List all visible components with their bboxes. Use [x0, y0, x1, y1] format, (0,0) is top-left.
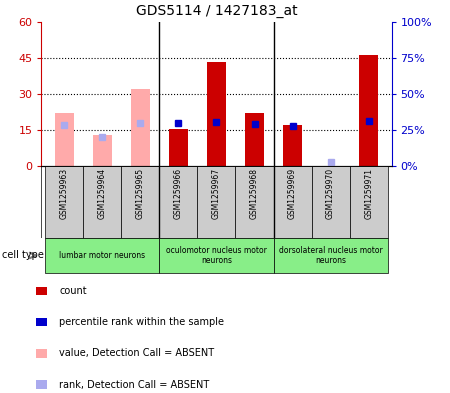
Text: percentile rank within the sample: percentile rank within the sample [59, 317, 225, 327]
Bar [169, 129, 188, 166]
Bar [359, 55, 378, 166]
Bar [198, 166, 235, 238]
Bar [83, 166, 122, 238]
Bar [45, 238, 159, 273]
Bar [274, 166, 311, 238]
Title: GDS5114 / 1427183_at: GDS5114 / 1427183_at [135, 4, 297, 18]
Bar [159, 166, 198, 238]
Text: GSM1259964: GSM1259964 [98, 168, 107, 219]
Bar [311, 166, 350, 238]
Text: lumbar motor neurons: lumbar motor neurons [59, 251, 145, 260]
Text: GSM1259971: GSM1259971 [364, 168, 373, 219]
Bar [207, 62, 226, 166]
Bar [55, 113, 74, 166]
Text: cell type: cell type [2, 250, 44, 261]
Text: GSM1259969: GSM1259969 [288, 168, 297, 219]
Text: count: count [59, 286, 87, 296]
Bar [350, 166, 388, 238]
Text: GSM1259968: GSM1259968 [250, 168, 259, 219]
Bar [159, 238, 274, 273]
Bar [36, 380, 47, 389]
Text: GSM1259963: GSM1259963 [60, 168, 69, 219]
Bar [131, 89, 150, 166]
Bar [274, 238, 388, 273]
Bar [93, 134, 112, 166]
Bar [283, 125, 302, 166]
Bar [36, 318, 47, 327]
Text: GSM1259966: GSM1259966 [174, 168, 183, 219]
Text: rank, Detection Call = ABSENT: rank, Detection Call = ABSENT [59, 380, 210, 389]
Text: GSM1259970: GSM1259970 [326, 168, 335, 219]
Bar [122, 166, 159, 238]
Bar [245, 113, 264, 166]
Bar [36, 349, 47, 358]
Bar [235, 166, 274, 238]
Text: GSM1259965: GSM1259965 [136, 168, 145, 219]
Bar [36, 287, 47, 295]
Bar [45, 166, 83, 238]
Text: dorsolateral nucleus motor
neurons: dorsolateral nucleus motor neurons [279, 246, 382, 265]
Text: GSM1259967: GSM1259967 [212, 168, 221, 219]
Text: value, Detection Call = ABSENT: value, Detection Call = ABSENT [59, 349, 215, 358]
Text: oculomotor nucleus motor
neurons: oculomotor nucleus motor neurons [166, 246, 267, 265]
